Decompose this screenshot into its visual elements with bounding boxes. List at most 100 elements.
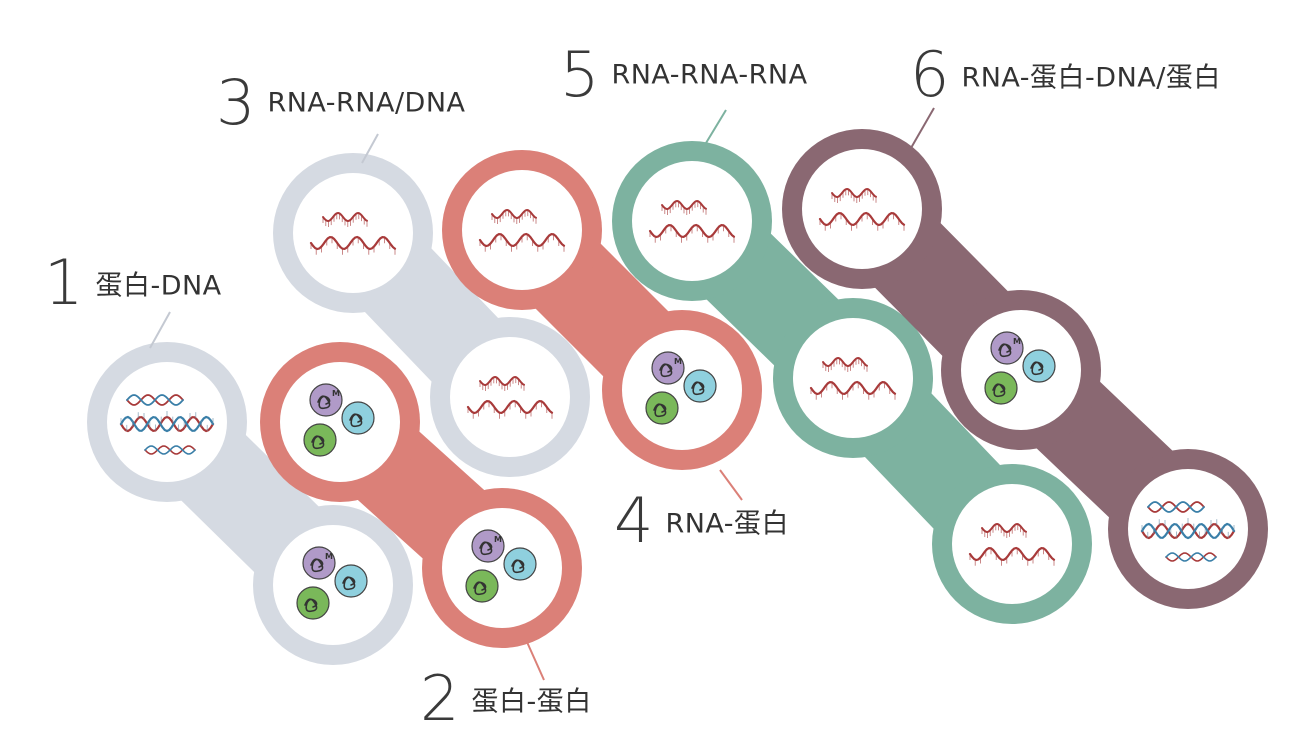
- protein-green-icon: [303, 423, 337, 457]
- protein-fold: [342, 576, 356, 591]
- protein-letter: M: [1013, 337, 1021, 346]
- protein-fold: [1030, 361, 1044, 376]
- dna-helix-icon: [126, 394, 184, 406]
- protein-fold: [349, 413, 363, 428]
- protein-fold: [653, 403, 667, 418]
- protein-body: [296, 586, 330, 620]
- leader-line-5: [705, 109, 727, 144]
- protein-green-icon: [296, 586, 330, 620]
- dna-helix-icon: [1140, 522, 1236, 540]
- protein-body: [334, 564, 368, 598]
- node-circle: [293, 173, 413, 293]
- node-circle: [622, 330, 742, 450]
- molecule-node: M: [442, 508, 562, 628]
- molecule-node: [793, 318, 913, 438]
- node-circle: [450, 337, 570, 457]
- protein-fold: [511, 559, 525, 574]
- leader-line-2: [526, 641, 545, 681]
- protein-fold: [998, 343, 1012, 358]
- molecule-node: [450, 337, 570, 457]
- stage-number: 4: [614, 484, 654, 557]
- dna-helix-icon: [119, 415, 215, 433]
- label-stage-5: 5 RNA-RNA-RNA: [560, 44, 808, 106]
- stage-number: 3: [216, 66, 256, 139]
- dna-helix-icon: [144, 445, 196, 455]
- stage-number: 1: [44, 246, 84, 319]
- molecule-node: [1128, 469, 1248, 589]
- protein-body: [1022, 349, 1056, 383]
- stage-number: 6: [910, 38, 950, 111]
- leader-line-6: [910, 107, 935, 149]
- molecule-node: [952, 484, 1072, 604]
- protein-green-icon: [465, 569, 499, 603]
- protein-blue-icon: [503, 547, 537, 581]
- stage-label: RNA-RNA-RNA: [611, 59, 808, 91]
- protein-letter: M: [332, 389, 340, 398]
- protein-body: [302, 546, 336, 580]
- stage-label: 蛋白-蛋白: [471, 686, 592, 718]
- leader-line-1: [149, 311, 171, 349]
- protein-purple-icon: M: [990, 331, 1024, 365]
- protein-letter: M: [674, 357, 682, 366]
- protein-purple-icon: M: [309, 383, 343, 417]
- protein-body: [984, 371, 1018, 405]
- protein-fold: [992, 383, 1006, 398]
- molecule-node: [107, 362, 227, 482]
- protein-letter: M: [494, 535, 502, 544]
- molecule-circles-layer: M M M M M: [107, 149, 1248, 645]
- protein-body: [683, 369, 717, 403]
- protein-fold: [659, 363, 673, 378]
- protein-fold: [317, 395, 331, 410]
- protein-body: [465, 569, 499, 603]
- label-stage-3: 3 RNA-RNA/DNA: [216, 72, 466, 134]
- node-circle: [802, 149, 922, 269]
- protein-body: [503, 547, 537, 581]
- molecule-node: M: [622, 330, 742, 450]
- molecule-node: M: [961, 310, 1081, 430]
- node-circle: [632, 161, 752, 281]
- protein-body: [341, 401, 375, 435]
- protein-letter: M: [325, 552, 333, 561]
- protein-blue-icon: [683, 369, 717, 403]
- leader-lines-layer: [149, 107, 935, 681]
- leader-line-4: [719, 469, 743, 501]
- molecule-node: [462, 170, 582, 290]
- label-stage-2: 2 蛋白-蛋白: [420, 668, 592, 730]
- protein-fold: [310, 558, 324, 573]
- node-circle: [952, 484, 1072, 604]
- label-stage-4: 4 RNA-蛋白: [614, 490, 789, 552]
- molecule-node: M: [273, 525, 393, 645]
- protein-fold: [479, 541, 493, 556]
- dna-helix-icon: [1147, 501, 1205, 513]
- protein-fold: [691, 381, 705, 396]
- stage-label: 蛋白-DNA: [95, 270, 222, 302]
- protein-body: [471, 529, 505, 563]
- label-stage-6: 6 RNA-蛋白-DNA/蛋白: [910, 44, 1221, 106]
- protein-blue-icon: [334, 564, 368, 598]
- node-circle: [793, 318, 913, 438]
- stage-number: 5: [560, 38, 600, 111]
- molecule-node: M: [280, 362, 400, 482]
- stage-label: RNA-蛋白-DNA/蛋白: [961, 62, 1221, 94]
- node-circle: [961, 310, 1081, 430]
- protein-purple-icon: M: [302, 546, 336, 580]
- molecule-node: [802, 149, 922, 269]
- molecule-node: [293, 173, 413, 293]
- protein-body: [990, 331, 1024, 365]
- protein-body: [651, 351, 685, 385]
- protein-body: [309, 383, 343, 417]
- stage-number: 2: [420, 662, 460, 735]
- label-stage-1: 1 蛋白-DNA: [44, 252, 222, 314]
- stage-label: RNA-蛋白: [665, 508, 790, 540]
- protein-fold: [304, 598, 318, 613]
- node-circle: [280, 362, 400, 482]
- stage-label: RNA-RNA/DNA: [267, 87, 466, 119]
- protein-purple-icon: M: [651, 351, 685, 385]
- protein-green-icon: [645, 391, 679, 425]
- leader-line-3: [361, 133, 379, 164]
- molecule-node: [632, 161, 752, 281]
- node-circle: [107, 362, 227, 482]
- protein-fold: [473, 581, 487, 596]
- node-circle: [1128, 469, 1248, 589]
